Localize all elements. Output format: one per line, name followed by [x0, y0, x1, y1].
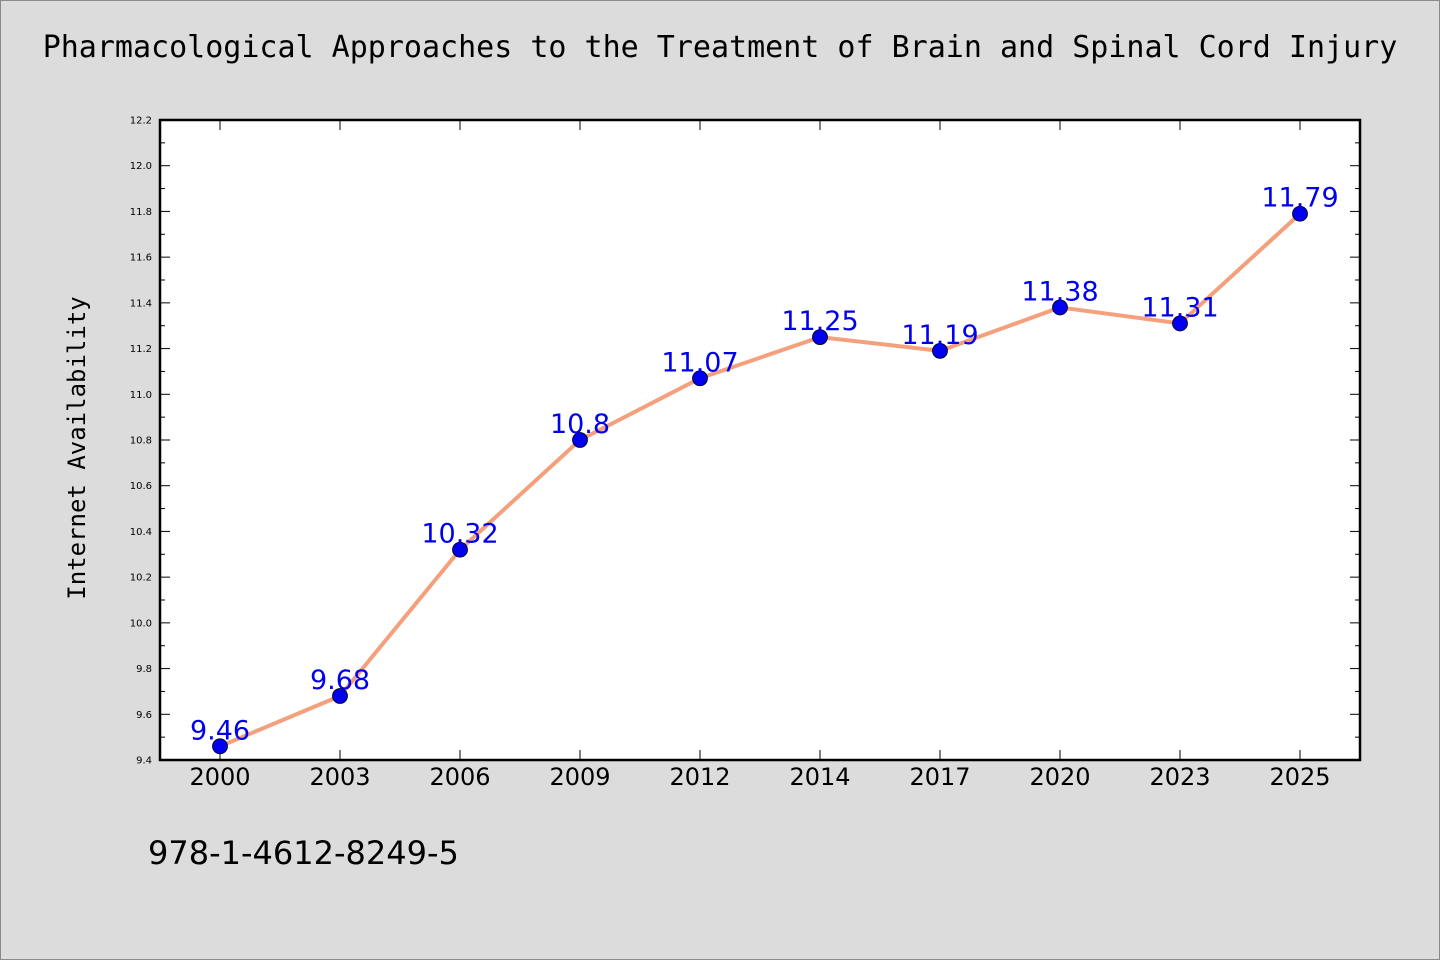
data-point [572, 432, 588, 448]
y-tick-label: 11.0 [130, 390, 152, 401]
y-tick-label: 10.6 [130, 481, 152, 492]
data-point [932, 342, 948, 359]
y-tick-label: 11.2 [130, 344, 152, 355]
data-label: 11.19 [901, 320, 978, 351]
data-label: 10.8 [550, 409, 610, 440]
x-tick-label: 2025 [1269, 763, 1330, 791]
data-point [1052, 299, 1068, 316]
data-point [1292, 205, 1308, 222]
x-tick-label: 2014 [789, 763, 850, 791]
x-tick-label: 2009 [549, 763, 610, 791]
data-point [812, 329, 828, 346]
data-point [212, 738, 228, 755]
data-label: 9.46 [190, 715, 250, 746]
x-tick-label: 2023 [1149, 763, 1210, 791]
y-tick-label: 9.8 [136, 664, 152, 675]
y-tick-label: 10.2 [130, 573, 152, 584]
data-point [692, 370, 708, 387]
y-tick-label: 9.4 [136, 756, 152, 767]
x-tick-label: 2003 [309, 763, 370, 791]
x-tick-label: 2000 [189, 763, 250, 791]
data-label: 10.32 [421, 519, 498, 550]
y-tick-label: 11.6 [130, 253, 152, 264]
y-tick-label: 10.0 [130, 618, 152, 629]
y-tick-label: 12.2 [130, 116, 152, 127]
y-tick-label: 11.8 [130, 207, 152, 218]
plot-border [158, 118, 1362, 762]
data-label: 11.38 [1021, 276, 1098, 307]
data-label: 11.31 [1141, 292, 1218, 323]
y-tick-label: 11.4 [130, 298, 152, 309]
data-label: 9.68 [310, 665, 370, 696]
data-label: 11.79 [1261, 183, 1338, 214]
y-tick-label: 10.8 [130, 436, 152, 447]
data-labels: 9.46 9.68 10.32 10.8 11.07 11.25 11.19 11.38 11.… [190, 183, 1339, 747]
series-line [218, 211, 1302, 749]
x-tick-label: 2006 [429, 763, 490, 791]
y-tick-label: 12.0 [130, 161, 152, 172]
data-point [452, 541, 468, 558]
plot-area [160, 120, 1360, 760]
data-label: 11.25 [781, 306, 858, 337]
y-axis-label: Internet Availability [63, 296, 91, 599]
x-tick-label: 2020 [1029, 763, 1090, 791]
chart-title: Pharmacological Approaches to the Treatm… [42, 30, 1398, 65]
y-tick-label: 9.6 [136, 710, 152, 721]
axis-ticks: 9.4 9.6 9.8 10.0 10.2 10.4 10.6 10.8 11.0 11.2 11.… [130, 116, 1360, 791]
data-point [332, 688, 348, 704]
data-points [212, 205, 1308, 755]
x-tick-label: 2017 [909, 763, 970, 791]
data-point [1172, 315, 1188, 332]
isbn-caption: 978-1-4612-8249-5 [148, 834, 459, 872]
y-tick-label: 10.4 [130, 527, 152, 538]
x-tick-label: 2012 [669, 763, 730, 791]
data-label: 11.07 [661, 347, 738, 378]
